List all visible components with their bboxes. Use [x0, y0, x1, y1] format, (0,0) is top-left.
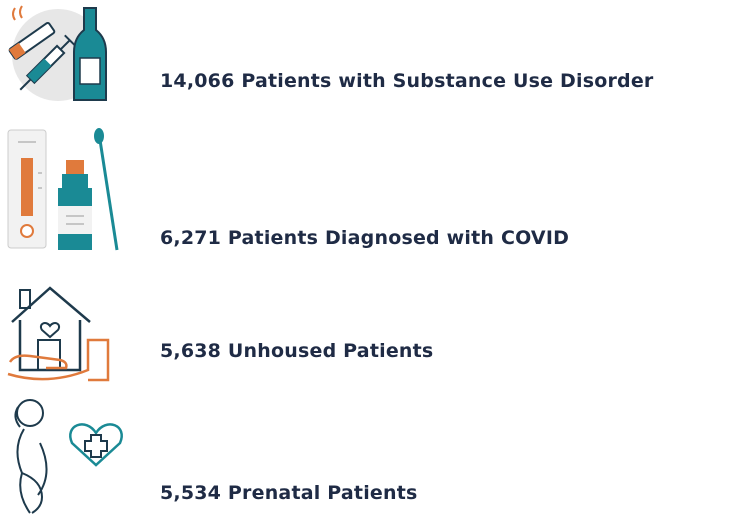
stat-label: 5,534 Prenatal Patients: [160, 482, 418, 504]
unhoused-icon: [7, 286, 110, 382]
prenatal-icon: [14, 399, 123, 514]
covid-icon: [7, 128, 119, 251]
stat-label: 5,638 Unhoused Patients: [160, 340, 434, 362]
stat-label: 14,066 Patients with Substance Use Disor…: [160, 70, 654, 92]
stat-label: 6,271 Patients Diagnosed with COVID: [160, 227, 570, 249]
substance-icon: [8, 5, 107, 101]
